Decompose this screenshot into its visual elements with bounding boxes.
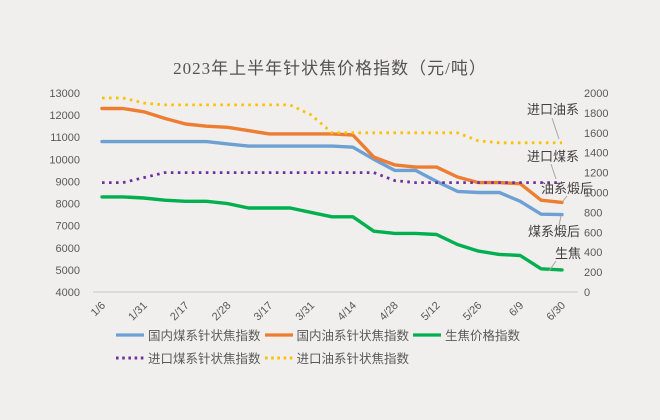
legend-marker xyxy=(264,332,293,337)
series-line-进口煤系针状焦指数 xyxy=(102,171,562,185)
y-left-tick-label: 7000 xyxy=(56,221,80,233)
x-tick-label: 4/14 xyxy=(335,300,359,324)
y-left-tick-label: 11000 xyxy=(50,132,80,144)
x-tick-label: 5/12 xyxy=(419,300,443,324)
x-tick-label: 5/26 xyxy=(461,300,485,324)
x-tick-label: 1/31 xyxy=(126,300,150,324)
x-tick-label: 2/17 xyxy=(168,300,192,324)
annotation-leader xyxy=(562,195,568,202)
x-tick-label: 6/9 xyxy=(507,300,526,319)
y-left-tick-label: 13000 xyxy=(49,88,80,100)
legend-label: 进口油系针状焦指数 xyxy=(296,352,410,366)
legend-label: 国内煤系针状焦指数 xyxy=(148,329,261,343)
legend-item: 国内油系针状焦指数 xyxy=(264,325,410,344)
y-right-tick-label: 200 xyxy=(584,267,602,279)
y-left-tick-label: 9000 xyxy=(56,176,80,188)
y-right-tick-label: 600 xyxy=(584,227,602,239)
y-right-tick-label: 1800 xyxy=(584,108,608,120)
legend-row: 国内煤系针状焦指数 国内油系针状焦指数 生焦价格指数 xyxy=(115,325,523,344)
legend-marker xyxy=(413,332,442,337)
y-right-tick-label: 800 xyxy=(584,207,602,219)
annotation-leader xyxy=(558,215,562,226)
legend-label: 进口煤系针状焦指数 xyxy=(148,352,261,366)
legend-marker xyxy=(264,356,293,359)
annotation-leader xyxy=(551,117,560,140)
x-tick-label: 3/17 xyxy=(252,300,276,324)
legend-marker xyxy=(116,356,144,359)
annotation-label: 生焦 xyxy=(555,246,581,261)
y-right-tick-label: 400 xyxy=(584,247,602,259)
annotation-leader xyxy=(550,163,557,180)
y-right-tick-label: 1600 xyxy=(584,128,608,140)
y-right-tick-label: 1200 xyxy=(584,168,608,180)
y-left-tick-label: 12000 xyxy=(49,110,80,122)
annotation-leader xyxy=(548,260,557,272)
series-line-生焦价格指数 xyxy=(100,195,564,272)
x-tick-label: 4/28 xyxy=(377,300,401,324)
series-line-国内油系针状焦指数 xyxy=(100,106,564,205)
legend-row: 进口煤系针状焦指数 进口油系针状焦指数 xyxy=(115,348,412,367)
series-line-进口油系针状焦指数 xyxy=(102,96,562,145)
annotation-label: 进口煤系 xyxy=(527,149,579,164)
y-left-tick-label: 6000 xyxy=(56,243,80,255)
y-left-tick-label: 10000 xyxy=(49,154,80,166)
annotation-label: 油系煅后 xyxy=(541,181,593,196)
legend: 国内煤系针状焦指数 国内油系针状焦指数 生焦价格指数进口煤系针状焦指数 进口油系针状焦… xyxy=(115,325,545,371)
legend-marker xyxy=(116,332,144,337)
x-tick-label: 6/30 xyxy=(544,300,568,324)
x-tick-label: 2/28 xyxy=(210,300,234,324)
y-right-tick-label: 2000 xyxy=(584,88,608,100)
legend-item: 国内煤系针状焦指数 xyxy=(115,325,261,344)
y-right-tick-label: 0 xyxy=(584,287,590,299)
legend-item: 进口煤系针状焦指数 xyxy=(115,348,261,367)
y-left-tick-label: 8000 xyxy=(56,199,80,211)
legend-label: 国内油系针状焦指数 xyxy=(296,329,410,343)
x-tick-label: 3/31 xyxy=(294,300,318,324)
legend-label: 生焦价格指数 xyxy=(445,329,521,343)
annotation-label: 进口油系 xyxy=(527,102,579,117)
series-line-国内煤系针状焦指数 xyxy=(100,139,564,217)
legend-item: 生焦价格指数 xyxy=(412,325,520,344)
legend-item: 进口油系针状焦指数 xyxy=(264,348,410,367)
annotation-label: 煤系煅后 xyxy=(528,224,580,239)
y-left-tick-label: 5000 xyxy=(56,265,80,277)
chart-title: 2023年上半年针状焦价格指数（元/吨） xyxy=(173,59,487,78)
y-left-tick-label: 4000 xyxy=(56,287,80,299)
x-tick-label: 1/6 xyxy=(89,300,108,319)
y-right-tick-label: 1000 xyxy=(584,188,608,200)
y-right-tick-label: 1400 xyxy=(584,148,608,160)
